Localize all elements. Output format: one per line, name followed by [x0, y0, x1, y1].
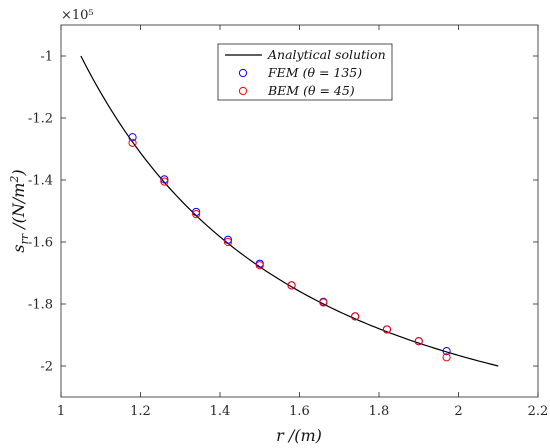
bem-point: [287, 281, 296, 290]
legend-marker-bem: [238, 86, 248, 96]
bem-point: [319, 298, 328, 307]
y-tick-label: -1.2: [28, 112, 53, 127]
x-tick-label: 1.4: [210, 404, 231, 419]
legend-label-bem: BEM (θ = 45): [267, 83, 355, 98]
x-axis-label: r /(m): [276, 426, 322, 445]
y-tick-label: -2: [40, 360, 53, 375]
bem-point: [223, 237, 233, 247]
x-tick-label: 1.8: [369, 404, 390, 419]
bem-point: [442, 353, 451, 362]
x-tick-label: 2: [454, 404, 462, 419]
bem-point: [351, 312, 360, 321]
fem-point: [128, 133, 137, 142]
series-line-analytical: [80, 55, 499, 367]
plot-area: [80, 55, 499, 367]
bem-point: [128, 138, 137, 147]
axes-box: [60, 24, 539, 398]
x-tick-label: 2.2: [528, 404, 549, 419]
bem-point: [255, 261, 264, 270]
bem-point: [160, 177, 169, 186]
svg-text:srr /(N/m2): srr /(N/m2): [8, 169, 31, 252]
y-tick-label: -1.8: [28, 298, 53, 313]
fem-point: [192, 207, 201, 217]
fem-point: [223, 235, 233, 244]
bem-point: [382, 325, 392, 334]
legend: Analytical solution FEM (θ = 135) BEM (θ…: [217, 43, 393, 101]
legend-label-fem: FEM (θ = 135): [267, 65, 362, 80]
bem-point: [414, 337, 423, 346]
fem-point: [442, 347, 451, 356]
legend-marker-fem: [238, 68, 248, 78]
y-axis-label: srr /(N/m2): [8, 169, 31, 252]
y-exponent-label: ×10⁵: [61, 8, 94, 23]
bem-point: [192, 210, 201, 219]
y-tick-label: -1: [40, 50, 53, 65]
legend-label-analytical: Analytical solution: [267, 47, 386, 62]
x-tick-label: 1: [57, 404, 65, 419]
y-tick-label: -1.4: [28, 174, 53, 189]
y-tick-label: -1.6: [28, 236, 53, 251]
fem-point: [160, 175, 169, 184]
x-tick-label: 1.6: [289, 404, 310, 419]
x-tick-label: 1.2: [130, 404, 151, 419]
